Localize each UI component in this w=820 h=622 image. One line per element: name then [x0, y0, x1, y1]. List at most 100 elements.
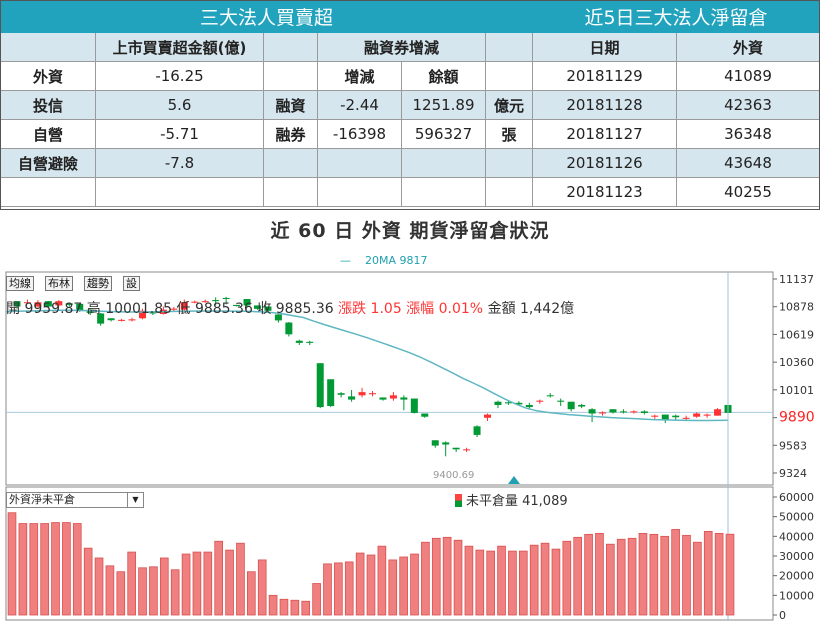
oi-tick-label: 50000	[779, 511, 814, 524]
oi-bar	[344, 561, 354, 616]
candle-body	[44, 301, 52, 307]
oi-bar	[18, 523, 28, 616]
info-pct: 漲幅 0.01%	[406, 301, 484, 317]
chevron-down-icon[interactable]: ▼	[127, 493, 143, 507]
oi-bar	[508, 550, 517, 616]
indicator-select-value: 外資淨未平倉	[9, 493, 75, 506]
oi-bar	[149, 566, 158, 616]
trend-button[interactable]: 趨勢	[84, 276, 112, 291]
col-header	[0, 32, 96, 62]
oi-bar	[486, 550, 495, 616]
oi-bar	[7, 512, 17, 616]
col-header-margin: 融資券增減	[317, 32, 486, 62]
oi-bar	[94, 557, 104, 616]
col-header-foreign: 外資	[676, 32, 820, 62]
cell-short-balance: 596327	[401, 119, 486, 149]
oi-bar	[355, 552, 365, 616]
oi-bar	[377, 545, 387, 616]
oi-bar	[703, 531, 713, 616]
cell	[95, 177, 264, 207]
cell-margin-unit: 億元	[484, 90, 534, 120]
col-header-date: 日期	[532, 32, 677, 62]
cell	[401, 148, 486, 178]
oi-bar	[105, 565, 115, 616]
row-value: -5.71	[95, 119, 264, 149]
oi-bar	[51, 522, 60, 616]
oi-bar	[40, 523, 49, 616]
oi-legend-label: 未平倉量 41,089	[466, 494, 568, 509]
candle-body	[494, 401, 502, 405]
candle-body	[599, 412, 607, 414]
row-label: 自營	[0, 119, 96, 149]
oi-bar	[388, 559, 398, 616]
candle-body	[578, 404, 586, 407]
candle-body	[337, 393, 345, 395]
candle-body	[546, 395, 554, 397]
info-high: 高 10001.85	[86, 301, 173, 317]
oi-bar	[627, 537, 637, 616]
candle-body	[536, 400, 544, 402]
candle-legend-icon	[455, 494, 462, 507]
oi-bar	[442, 536, 452, 616]
oi-bar	[301, 600, 311, 616]
ma-legend-label: 20MA 9817	[365, 254, 428, 267]
candle-body	[619, 411, 627, 413]
oi-bar	[236, 542, 245, 616]
candle-body	[567, 401, 575, 410]
indicator-select[interactable]: 外資淨未平倉 ▼	[6, 492, 144, 508]
oi-tick-label: 60000	[779, 491, 814, 504]
cell	[484, 177, 534, 207]
oi-bar	[431, 537, 441, 616]
chart-title: 近 60 日 外資 期貨淨留倉狀況	[270, 220, 550, 242]
subheader-balance: 餘額	[401, 61, 486, 91]
position-cell: 42363	[676, 90, 820, 120]
oi-bar	[138, 567, 147, 616]
candle-body	[191, 301, 199, 303]
candle-body	[306, 341, 314, 343]
candle-body	[714, 409, 722, 416]
date-cell: 20181123	[532, 177, 677, 207]
date-cell: 20181126	[532, 148, 677, 178]
cell-margin-balance: 1251.89	[401, 90, 486, 120]
oi-bar	[170, 569, 180, 616]
col-header-amount: 上市買賣超金額(億)	[95, 32, 264, 62]
row-label: 外資	[0, 61, 96, 91]
price-info: 開 9959.87 高 10001.85 低 9885.36 收 9885.36…	[6, 298, 574, 318]
marker-triangle	[508, 476, 520, 484]
price-tick-label: 10619	[779, 328, 814, 341]
info-amount: 金額 1,442億	[487, 301, 575, 317]
candle-body	[525, 404, 533, 408]
candle-body	[170, 308, 178, 310]
candle-body	[222, 297, 230, 300]
candle-body	[34, 302, 42, 307]
candle-body	[452, 447, 460, 450]
candle-body	[316, 363, 324, 408]
col-header	[484, 32, 534, 62]
candle-body	[233, 304, 241, 306]
settings-button[interactable]: 設	[123, 276, 140, 291]
left-table-title: 三大法人買賣超	[0, 0, 534, 33]
candle-body	[473, 426, 481, 435]
candle-body	[400, 397, 408, 400]
oi-tick-label: 30000	[779, 550, 814, 563]
row-value: -7.8	[95, 148, 264, 178]
candle-body	[348, 396, 356, 400]
oi-bar	[116, 571, 126, 616]
position-cell: 40255	[676, 177, 820, 207]
cell	[317, 177, 402, 207]
bollinger-button[interactable]: 布林	[45, 276, 73, 291]
cell-margin-label: 融資	[263, 90, 318, 120]
date-cell: 20181127	[532, 119, 677, 149]
oi-bar	[159, 557, 169, 616]
candle-body	[369, 393, 376, 395]
price-pane	[5, 271, 774, 486]
candle-body	[23, 302, 31, 304]
cell-short-change: -16398	[317, 119, 402, 149]
oi-bar	[660, 535, 670, 616]
row-label: 自營避險	[0, 148, 96, 178]
ma-button[interactable]: 均線	[6, 276, 34, 291]
low-price-label: 9400.69	[433, 470, 474, 481]
cell-short-unit: 張	[484, 119, 534, 149]
cell-short-label: 融券	[263, 119, 318, 149]
price-tick-label: 11137	[779, 273, 814, 286]
